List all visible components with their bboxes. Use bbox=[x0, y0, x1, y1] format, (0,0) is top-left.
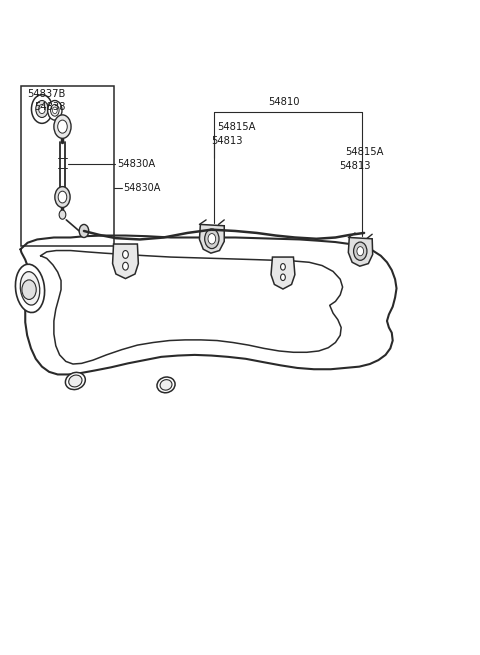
Polygon shape bbox=[348, 238, 372, 266]
Text: 54838: 54838 bbox=[34, 102, 65, 112]
Circle shape bbox=[36, 100, 48, 117]
Text: 54830A: 54830A bbox=[123, 183, 160, 193]
Text: 54815A: 54815A bbox=[345, 147, 384, 157]
Circle shape bbox=[52, 107, 57, 113]
Circle shape bbox=[281, 263, 285, 270]
Circle shape bbox=[357, 247, 364, 255]
Ellipse shape bbox=[160, 380, 172, 390]
Polygon shape bbox=[113, 244, 138, 278]
Text: 54813: 54813 bbox=[211, 136, 243, 147]
Circle shape bbox=[50, 104, 59, 116]
Ellipse shape bbox=[15, 264, 45, 312]
Ellipse shape bbox=[20, 272, 40, 305]
Circle shape bbox=[208, 234, 216, 244]
Circle shape bbox=[122, 251, 128, 258]
Text: 54830A: 54830A bbox=[117, 159, 155, 170]
Circle shape bbox=[38, 104, 45, 113]
Circle shape bbox=[54, 115, 71, 138]
Circle shape bbox=[281, 274, 285, 280]
Circle shape bbox=[58, 120, 67, 133]
Bar bbox=[22, 86, 115, 246]
Circle shape bbox=[58, 191, 67, 203]
Ellipse shape bbox=[69, 375, 82, 387]
Text: 54810: 54810 bbox=[269, 97, 300, 107]
Text: 54813: 54813 bbox=[339, 160, 371, 170]
Ellipse shape bbox=[157, 377, 175, 393]
Circle shape bbox=[55, 187, 70, 208]
Circle shape bbox=[204, 229, 219, 249]
Circle shape bbox=[48, 100, 62, 120]
Polygon shape bbox=[199, 225, 224, 253]
Circle shape bbox=[22, 280, 36, 299]
Circle shape bbox=[122, 262, 128, 270]
Polygon shape bbox=[271, 257, 295, 289]
Circle shape bbox=[59, 210, 66, 219]
Circle shape bbox=[32, 95, 52, 123]
Text: 54815A: 54815A bbox=[217, 122, 256, 132]
Circle shape bbox=[79, 225, 89, 238]
Ellipse shape bbox=[65, 373, 85, 390]
Text: 54837B: 54837B bbox=[28, 89, 66, 99]
Circle shape bbox=[354, 242, 367, 260]
